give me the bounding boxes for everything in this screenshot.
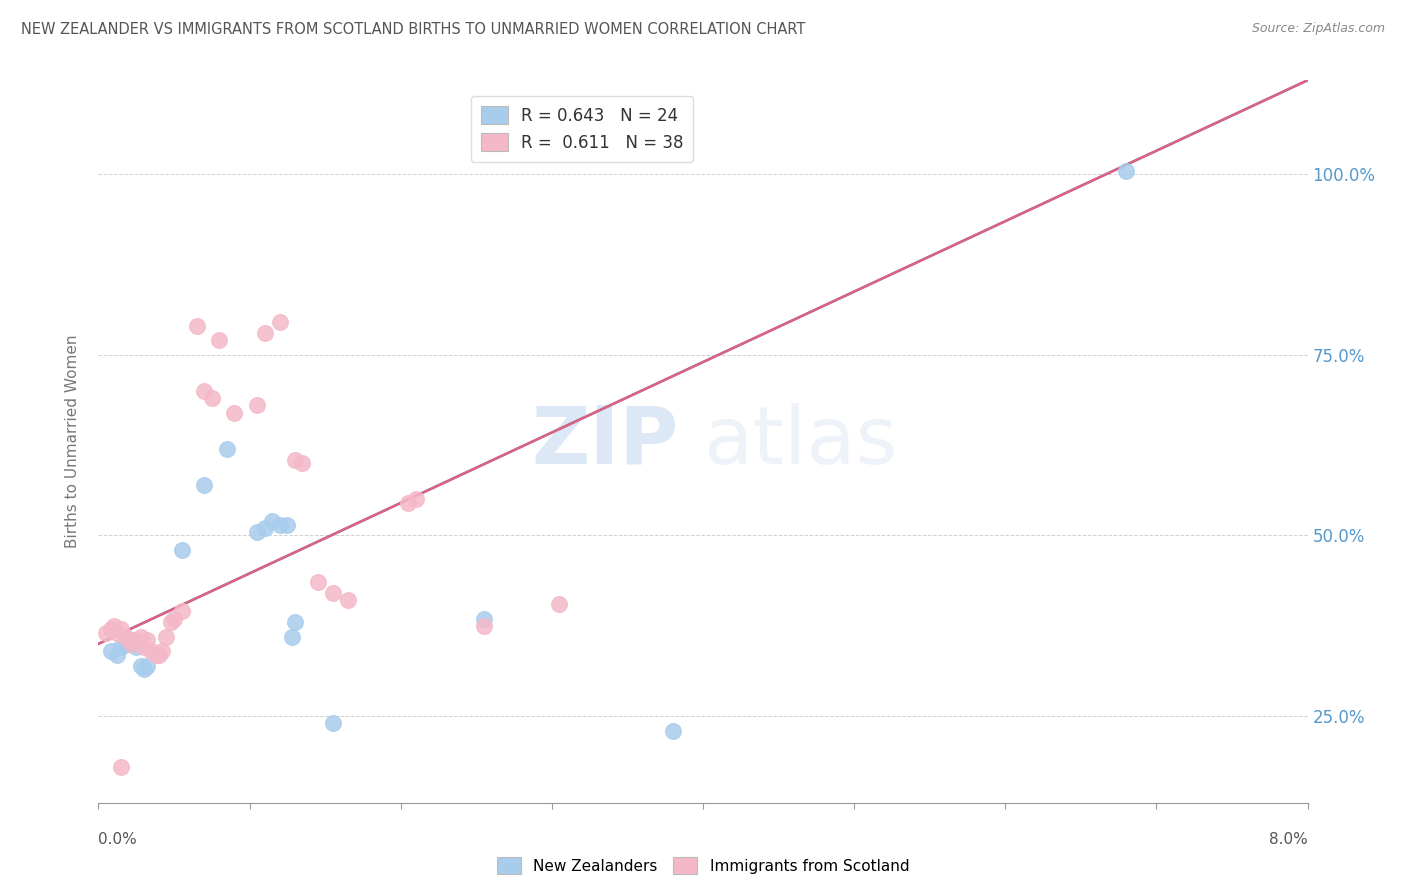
Point xyxy=(125,633,148,648)
Point xyxy=(284,452,307,467)
Point xyxy=(548,597,571,611)
Point xyxy=(121,637,143,651)
Point xyxy=(100,623,122,637)
Point xyxy=(100,644,122,658)
Point xyxy=(145,648,167,662)
Point xyxy=(246,524,269,539)
Point xyxy=(121,633,143,648)
Point xyxy=(472,619,495,633)
Point xyxy=(170,542,193,557)
Point xyxy=(276,517,298,532)
Text: NEW ZEALANDER VS IMMIGRANTS FROM SCOTLAND BIRTHS TO UNMARRIED WOMEN CORRELATION : NEW ZEALANDER VS IMMIGRANTS FROM SCOTLAN… xyxy=(21,22,806,37)
Point xyxy=(105,648,128,662)
Point xyxy=(186,318,208,333)
Point xyxy=(215,442,238,456)
Point xyxy=(125,640,148,655)
Point xyxy=(150,644,173,658)
Point xyxy=(132,640,155,655)
Point xyxy=(148,648,170,662)
Point xyxy=(281,630,304,644)
Point xyxy=(110,640,132,655)
Point xyxy=(132,662,155,676)
Point xyxy=(661,723,683,738)
Point xyxy=(160,615,183,630)
Point xyxy=(118,637,141,651)
Point xyxy=(322,716,344,731)
Point xyxy=(110,760,132,774)
Point xyxy=(110,623,132,637)
Point xyxy=(105,626,128,640)
Point xyxy=(118,633,141,648)
Point xyxy=(114,637,136,651)
Text: 8.0%: 8.0% xyxy=(1268,831,1308,847)
Point xyxy=(224,406,246,420)
Y-axis label: Births to Unmarried Women: Births to Unmarried Women xyxy=(65,334,80,549)
Point xyxy=(129,658,152,673)
Point xyxy=(291,456,314,470)
Point xyxy=(405,492,427,507)
Point xyxy=(94,626,117,640)
Legend: New Zealanders, Immigrants from Scotland: New Zealanders, Immigrants from Scotland xyxy=(491,851,915,880)
Text: 0.0%: 0.0% xyxy=(98,831,138,847)
Point xyxy=(253,521,276,535)
Point xyxy=(155,630,177,644)
Point xyxy=(129,630,152,644)
Point xyxy=(163,611,186,625)
Text: ZIP: ZIP xyxy=(531,402,679,481)
Point xyxy=(135,658,157,673)
Point xyxy=(1115,163,1137,178)
Point xyxy=(269,315,291,329)
Text: Source: ZipAtlas.com: Source: ZipAtlas.com xyxy=(1251,22,1385,36)
Legend: R = 0.643   N = 24, R =  0.611   N = 38: R = 0.643 N = 24, R = 0.611 N = 38 xyxy=(471,95,693,161)
Point xyxy=(193,478,215,492)
Point xyxy=(322,586,344,600)
Point xyxy=(201,391,224,405)
Point xyxy=(253,326,276,340)
Point xyxy=(193,384,215,398)
Point xyxy=(472,611,495,625)
Point xyxy=(307,575,329,590)
Point xyxy=(208,334,231,348)
Point xyxy=(135,633,157,648)
Point xyxy=(114,630,136,644)
Point xyxy=(103,619,125,633)
Point xyxy=(336,593,359,607)
Point xyxy=(269,517,291,532)
Point xyxy=(170,604,193,618)
Point xyxy=(246,398,269,412)
Point xyxy=(262,514,284,528)
Point xyxy=(141,644,163,658)
Point xyxy=(284,615,307,630)
Text: atlas: atlas xyxy=(703,402,897,481)
Point xyxy=(396,496,419,510)
